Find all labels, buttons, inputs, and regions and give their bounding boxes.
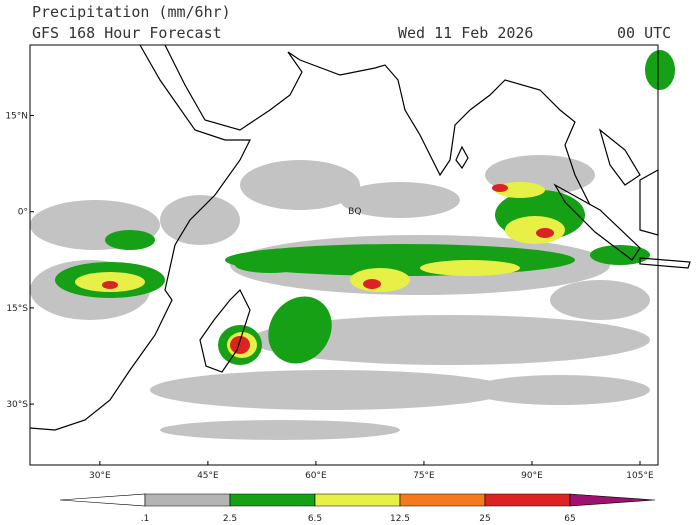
lat-tick-label: 15°S: [6, 304, 28, 314]
map-frame: [29, 44, 659, 466]
colorbar-segment: [399, 493, 486, 507]
lon-tick-label: 75°E: [413, 471, 435, 481]
subtitle: GFS 168 Hour Forecast: [32, 24, 222, 42]
title: Precipitation (mm/6hr): [32, 3, 231, 21]
lon-tick-label: 45°E: [197, 471, 219, 481]
map: [29, 44, 691, 466]
lat-tick-label: 15°N: [5, 112, 28, 122]
colorbar-label: 12.5: [390, 514, 410, 524]
colorbar-label: .1: [141, 514, 150, 524]
lon-tick-label: 105°E: [626, 471, 654, 481]
colorbar-segment: [144, 493, 231, 507]
coastlines: [29, 44, 691, 431]
colorbar-segment: [59, 493, 146, 507]
colorbar-segment: [229, 493, 316, 507]
date: Wed 11 Feb 2026: [398, 24, 533, 42]
colorbar-label: 2.5: [223, 514, 237, 524]
colorbar-segment: [484, 493, 571, 507]
colorbar: .1 2.5 6.5 12.5 25 65: [59, 493, 656, 524]
lat-tick-label: 0°: [18, 208, 28, 218]
precip-intense: [102, 184, 554, 354]
lon-tick-label: 60°E: [305, 471, 327, 481]
colorbar-label: 65: [564, 514, 575, 524]
colorbar-label: 25: [479, 514, 490, 524]
colorbar-segment: [314, 493, 401, 507]
colorbar-label: 6.5: [308, 514, 322, 524]
place-label: BQ: [348, 207, 361, 217]
lon-tick-label: 90°E: [521, 471, 543, 481]
lon-tick-label: 30°E: [89, 471, 111, 481]
lat-tick-label: 30°S: [6, 400, 28, 410]
time: 00 UTC: [617, 24, 671, 42]
colorbar-segment: [569, 493, 656, 507]
